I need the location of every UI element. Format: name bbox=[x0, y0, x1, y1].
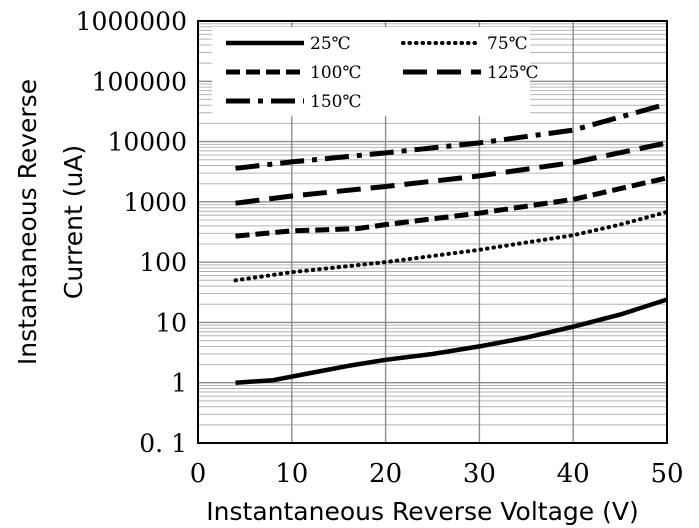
y-axis-title-line-1: Instantaneous Reverse bbox=[13, 79, 42, 365]
x-tick-labels: 0 10 20 30 40 50 bbox=[190, 459, 684, 489]
x-tick-label: 0 bbox=[190, 459, 207, 489]
series-line bbox=[235, 175, 668, 239]
legend-label: 150℃ bbox=[310, 92, 361, 112]
y-axis-title-line-2: Current (uA) bbox=[59, 145, 88, 299]
x-tick-label: 10 bbox=[275, 459, 308, 489]
legend-label: 75℃ bbox=[487, 34, 528, 54]
plot-frame bbox=[197, 20, 668, 444]
y-tick-label: 10 bbox=[155, 308, 187, 337]
x-tick-label: 30 bbox=[463, 459, 496, 489]
legend-label: 25℃ bbox=[310, 34, 351, 54]
grid bbox=[197, 20, 668, 444]
series-line bbox=[235, 140, 668, 206]
y-tick-label: 1 bbox=[171, 369, 187, 398]
x-axis-title: Instantaneous Reverse Voltage (V) bbox=[206, 497, 638, 526]
legend-label: 125℃ bbox=[487, 63, 538, 83]
y-tick-labels: 0. 1 1 10 100 1000 10000 100000 1000000 bbox=[76, 7, 187, 458]
legend-label: 100℃ bbox=[310, 63, 361, 83]
x-tick-label: 40 bbox=[557, 459, 590, 489]
y-tick-label: 0. 1 bbox=[139, 429, 187, 458]
series-line bbox=[235, 101, 668, 171]
y-tick-label: 100 bbox=[139, 248, 187, 277]
legend: 25℃ 75℃ 100℃ 125℃ 150℃ bbox=[212, 27, 538, 116]
series-line bbox=[235, 297, 668, 385]
series-lines bbox=[233, 101, 669, 385]
y-tick-label: 10000 bbox=[107, 128, 187, 157]
series-line bbox=[233, 210, 669, 283]
x-tick-label: 50 bbox=[650, 459, 683, 489]
y-tick-label: 100000 bbox=[92, 67, 187, 96]
x-tick-label: 20 bbox=[369, 459, 402, 489]
y-tick-label: 1000000 bbox=[76, 7, 187, 36]
y-tick-label: 1000 bbox=[123, 188, 187, 217]
